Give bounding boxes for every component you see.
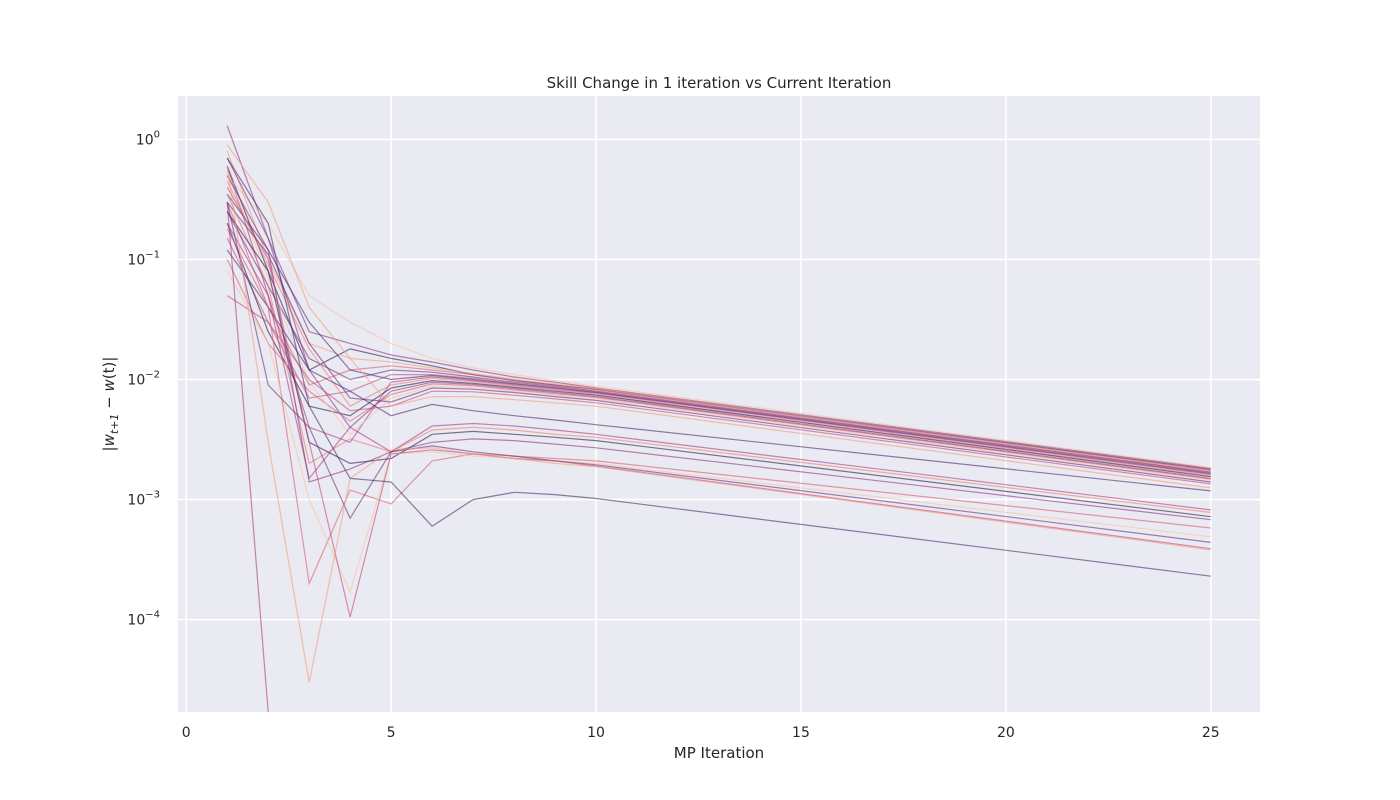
y-tick-label-2: 10−2 [127, 370, 160, 389]
x-tick-label-1: 5 [387, 725, 396, 741]
grid [178, 96, 1260, 712]
series-line-20 [226, 211, 1211, 518]
series-line-1 [226, 125, 1211, 469]
x-tick-label-0: 0 [182, 725, 191, 741]
series-line-12 [226, 259, 1211, 480]
series-line-18 [226, 223, 1211, 511]
series-line-16 [226, 144, 1211, 489]
series-line-27 [226, 157, 1211, 577]
series-line-2 [226, 201, 1211, 471]
series-line-17 [226, 249, 1211, 492]
series-line-25 [226, 186, 1211, 618]
y-tick-label-1: 10−1 [127, 249, 160, 268]
series-group [226, 125, 1211, 713]
x-tick-label-4: 20 [997, 725, 1015, 741]
y-tick-label-0: 100 [136, 129, 160, 148]
y-axis-ticks: 100 10−1 10−2 10−3 10−4 [127, 129, 160, 628]
series-line-22 [226, 228, 1211, 586]
chart-title: Skill Change in 1 iteration vs Current I… [547, 74, 892, 92]
series-line-7 [226, 193, 1211, 475]
y-tick-label-3: 10−3 [127, 490, 160, 509]
series-line-6 [226, 150, 1211, 472]
series-line-11 [226, 157, 1211, 479]
series-line-15 [226, 295, 1211, 485]
series-line-21 [226, 175, 1211, 521]
x-tick-label-5: 25 [1202, 725, 1220, 741]
x-axis-ticks: 0 5 10 15 20 25 [182, 725, 1220, 741]
x-axis-label: MP Iteration [674, 744, 764, 762]
series-line-26 [226, 166, 1211, 683]
x-tick-label-3: 15 [792, 725, 810, 741]
y-tick-label-4: 10−4 [127, 610, 160, 629]
series-line-28 [226, 202, 269, 713]
series-line-9 [226, 180, 1211, 477]
series-line-14 [226, 201, 1211, 483]
series-line-4 [226, 211, 1211, 473]
x-tick-label-2: 10 [587, 725, 605, 741]
y-axis-label: |wt+1 − w(t)| [100, 357, 121, 452]
series-line-5 [226, 238, 1211, 474]
